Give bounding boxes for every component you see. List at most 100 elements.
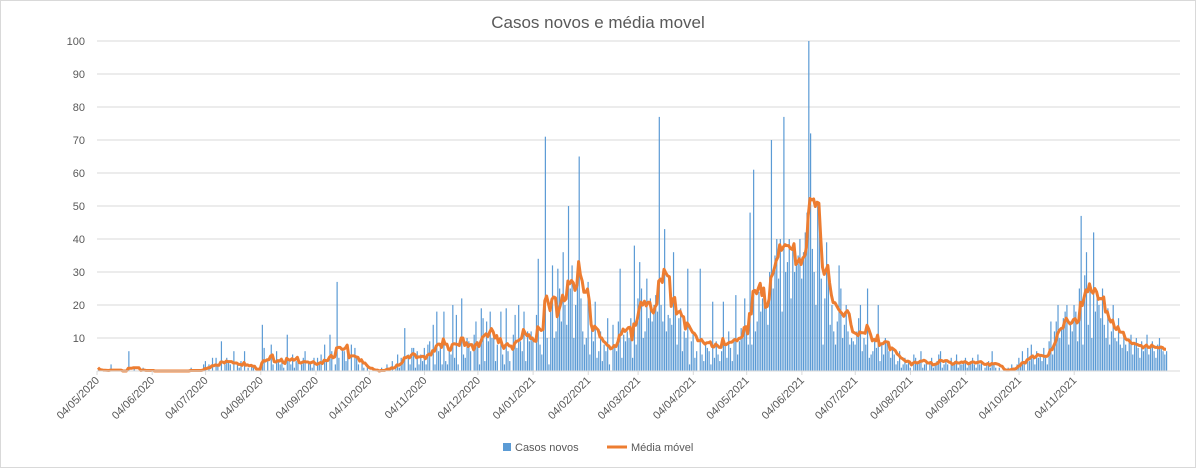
- bar: [587, 281, 589, 371]
- x-tick-label: 04/02/2021: [546, 375, 593, 422]
- bar: [1011, 364, 1013, 371]
- bar: [1091, 338, 1093, 371]
- bar: [936, 361, 938, 371]
- bar: [722, 301, 724, 371]
- bar: [1100, 318, 1102, 371]
- bar: [615, 351, 618, 371]
- bar: [1139, 357, 1141, 371]
- x-tick-label: 04/01/2021: [491, 375, 538, 422]
- bar: [770, 140, 773, 371]
- bar: [1109, 344, 1111, 371]
- bar: [781, 311, 783, 371]
- bar: [413, 347, 415, 371]
- bar: [747, 344, 749, 371]
- bar: [518, 305, 520, 371]
- bar: [605, 351, 607, 371]
- bar: [690, 341, 692, 371]
- gridlines: [97, 40, 1180, 339]
- bar: [457, 364, 459, 371]
- bar: [749, 212, 751, 371]
- bar: [900, 367, 902, 371]
- bar: [429, 341, 431, 371]
- bar: [810, 133, 812, 371]
- bar: [592, 341, 595, 371]
- bar: [1082, 344, 1084, 371]
- x-tick-label: 04/12/2020: [436, 375, 483, 422]
- bar: [1157, 344, 1159, 371]
- bar: [724, 344, 726, 371]
- bar: [418, 364, 420, 371]
- bar: [589, 354, 591, 371]
- bar: [954, 361, 956, 371]
- bar: [966, 367, 968, 371]
- bar: [477, 341, 479, 371]
- bar: [509, 361, 511, 371]
- bar: [1135, 338, 1137, 371]
- bar: [799, 239, 801, 371]
- bar: [970, 361, 972, 371]
- bar: [788, 239, 790, 371]
- bar: [820, 278, 822, 371]
- bar: [436, 311, 438, 371]
- bar: [694, 357, 696, 371]
- y-tick-label: 90: [73, 69, 85, 81]
- bar: [874, 341, 876, 371]
- bar: [530, 331, 532, 371]
- x-tick-label: 04/10/2020: [327, 375, 374, 422]
- bar: [760, 311, 762, 371]
- x-tick-label: 04/05/2020: [55, 375, 102, 422]
- bar: [644, 331, 646, 371]
- bar: [325, 361, 328, 371]
- bar: [386, 364, 388, 371]
- bar: [226, 357, 228, 371]
- bar: [721, 351, 723, 371]
- x-tick-label: 04/09/2021: [923, 375, 970, 422]
- bar: [437, 351, 440, 371]
- bar: [1123, 331, 1125, 371]
- legend-label-media-movel: Média móvel: [631, 442, 693, 454]
- bar: [672, 252, 675, 371]
- legend-label-casos-novos: Casos novos: [515, 442, 579, 454]
- bar: [311, 367, 313, 371]
- bar: [1103, 324, 1105, 371]
- bar: [553, 338, 555, 371]
- bar: [826, 242, 828, 371]
- bar: [785, 272, 787, 371]
- bar: [993, 364, 995, 371]
- bar: [797, 255, 799, 371]
- bar: [989, 367, 991, 371]
- bar: [811, 248, 813, 371]
- bar: [1119, 344, 1121, 371]
- bar: [699, 268, 701, 371]
- bar: [243, 351, 246, 371]
- bar: [1034, 364, 1036, 371]
- bar: [1089, 285, 1091, 371]
- bar: [543, 324, 545, 371]
- bar: [891, 347, 894, 371]
- bar: [845, 305, 847, 371]
- bar: [621, 357, 623, 371]
- bar: [863, 338, 865, 371]
- bar: [975, 367, 977, 371]
- bar: [1062, 318, 1064, 371]
- bar: [309, 364, 312, 371]
- line-series-media-movel: [96, 197, 1166, 373]
- bar: [133, 367, 135, 371]
- bar: [505, 308, 507, 371]
- bar: [1149, 347, 1152, 371]
- bar: [708, 351, 710, 371]
- bar: [532, 338, 534, 371]
- bar: [204, 361, 206, 371]
- bar: [473, 334, 475, 371]
- bar: [664, 229, 666, 371]
- bar: [283, 367, 285, 371]
- bar: [596, 357, 598, 371]
- bar: [546, 338, 548, 371]
- bar: [971, 357, 974, 371]
- bar: [420, 354, 422, 371]
- bar: [925, 361, 927, 371]
- bar: [1046, 364, 1048, 371]
- bar: [295, 361, 297, 371]
- bar: [929, 364, 931, 371]
- bar: [576, 272, 579, 371]
